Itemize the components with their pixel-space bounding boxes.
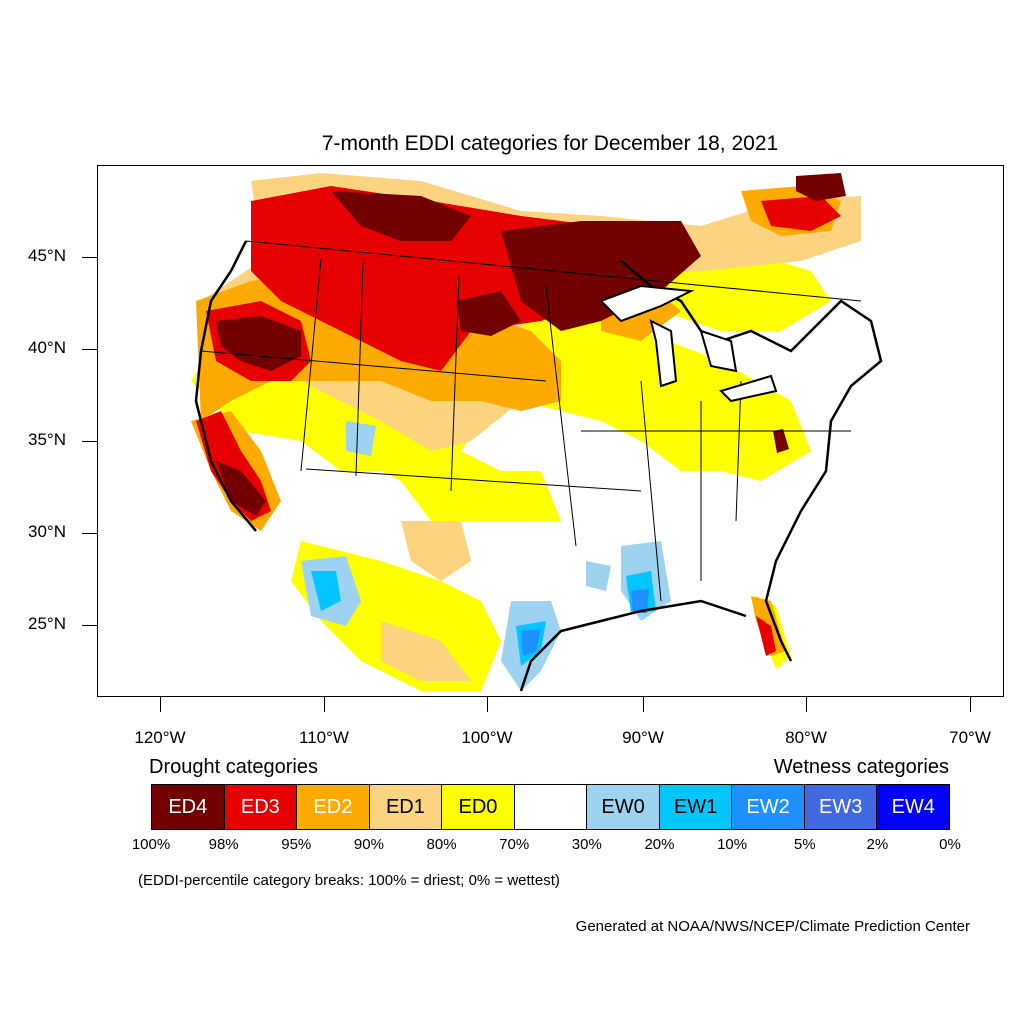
lon-mark	[970, 697, 971, 712]
percentile-label: 10%	[717, 836, 748, 853]
percentile-label: 0%	[939, 836, 961, 853]
state-borders	[200, 240, 862, 602]
lon-mark	[806, 697, 807, 712]
lon-tick-100: 100°W	[461, 728, 513, 747]
lat-tick-25: 25°N	[28, 614, 66, 633]
legend-category-neutral	[514, 785, 588, 829]
percentile-label: 95%	[281, 836, 312, 853]
lon-mark	[160, 697, 161, 712]
legend-category-ed1: ED1	[369, 785, 443, 829]
percentile-label: 2%	[866, 836, 889, 853]
lon-tick-120: 120°W	[134, 728, 186, 747]
legend-category-ed0: ED0	[442, 785, 515, 829]
wetness-categories-heading: Wetness categories	[773, 756, 949, 778]
percentile-label: 100%	[131, 836, 171, 853]
legend-category-ed2: ED2	[297, 785, 370, 829]
percentile-label: 90%	[353, 836, 384, 853]
lon-tick-110: 110°W	[299, 728, 349, 747]
lat-mark	[82, 625, 97, 626]
legend-category-ew0: EW0	[587, 785, 660, 829]
lat-tick-40: 40°N	[28, 338, 66, 357]
percentile-label: 30%	[571, 836, 602, 853]
percentile-label: 70%	[499, 836, 530, 853]
lat-tick-45: 45°N	[28, 246, 66, 265]
legend-category-ed4: ED4	[152, 785, 225, 829]
percentile-label: 20%	[644, 836, 675, 853]
percentile-label: 5%	[793, 836, 816, 853]
lon-tick-70: 70°W	[949, 728, 991, 747]
legend-category-ed3: ED3	[224, 785, 298, 829]
lon-tick-90: 90°W	[622, 728, 664, 747]
lat-mark	[82, 441, 97, 442]
legend-category-ew2: EW2	[732, 785, 805, 829]
credit-line: Generated at NOAA/NWS/NCEP/Climate Predi…	[575, 918, 970, 935]
lat-mark	[82, 257, 97, 258]
coastline	[194, 240, 883, 692]
percentile-label: 80%	[426, 836, 457, 853]
lat-mark	[82, 533, 97, 534]
great-lakes	[599, 284, 778, 403]
lat-mark	[82, 349, 97, 350]
legend-category-ew4: EW4	[877, 785, 950, 829]
drought-categories-heading: Drought categories	[149, 756, 318, 778]
lon-mark	[324, 697, 325, 712]
legend-category-ew1: EW1	[659, 785, 733, 829]
category-legend: ED4 ED3 ED2 ED1 ED0 EW0 EW1 EW2 EW3 EW4	[151, 784, 950, 830]
lat-tick-30: 30°N	[28, 522, 66, 541]
percentile-label: 98%	[208, 836, 239, 853]
legend-category-ew3: EW3	[804, 785, 878, 829]
map-canvas	[191, 173, 883, 692]
lat-tick-35: 35°N	[28, 430, 66, 449]
lon-mark	[487, 697, 488, 712]
drought-shading	[191, 173, 861, 691]
lon-tick-80: 80°W	[785, 728, 827, 747]
map-title: 7-month EDDI categories for December 18,…	[321, 132, 779, 155]
lon-mark	[643, 697, 644, 712]
eddi-map	[97, 165, 1004, 697]
category-note: (EDDI-percentile category breaks: 100% =…	[138, 872, 560, 889]
